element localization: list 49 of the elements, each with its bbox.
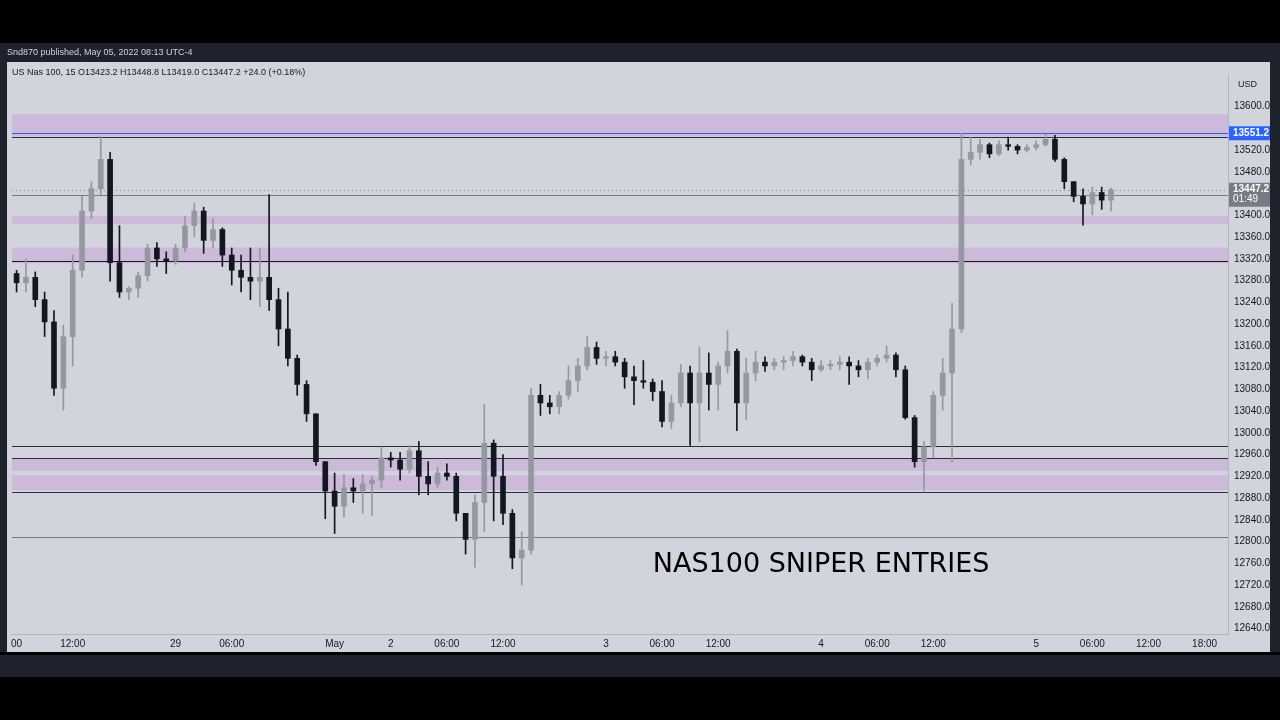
x-tick-label: 12:00 [920, 637, 947, 649]
y-tick-label: 13040.0 [1234, 404, 1271, 416]
x-tick-label: 12:00 [490, 637, 516, 649]
text: Snd870 published, May 05, 2022 08:13 UTC-4 [7, 47, 193, 58]
x-tick-label: 06:00 [649, 637, 675, 649]
x-tick-label: May [325, 637, 345, 649]
y-tick-label: 13280.0 [1234, 274, 1271, 286]
y-tick-label: 12760.0 [1234, 557, 1271, 569]
y-tick-label: 13160.0 [1234, 339, 1271, 351]
y-tick-label: 13600.0 [1234, 100, 1271, 112]
chart-subtitle: US Nas 100, 15 O13423.2 H13448.8 L13419.0 C13447.2 +24.0 (+0.18%) [12, 67, 306, 78]
x-tick-label: 3 [603, 637, 610, 649]
y-tick-label: 12840.0 [1234, 513, 1271, 525]
y-tick-label: 12680.0 [1234, 600, 1271, 612]
x-tick-label: 5 [1033, 637, 1040, 649]
ref-line-label: 13447.2 01:49 [1233, 183, 1270, 205]
x-tick-label: 06:00 [864, 637, 891, 649]
x-tick-label: 12:00 [705, 637, 732, 649]
x-tick-label: 12:00 [1135, 637, 1162, 649]
x-tick-label: 29 [170, 637, 182, 649]
y-tick-label: 13000.0 [1234, 426, 1271, 438]
y-tick-label: 13320.0 [1234, 252, 1271, 264]
y-tick-label: 13080.0 [1234, 383, 1271, 395]
y-tick-label: 12640.0 [1234, 622, 1271, 634]
y-tick-label: 12800.0 [1234, 535, 1271, 547]
candlestick [603, 350, 609, 367]
y-tick-label: 13200.0 [1234, 317, 1271, 329]
y-tick-label: 12880.0 [1234, 491, 1271, 503]
y-tick-label: 13120.0 [1234, 361, 1271, 373]
y-tick-label: 13400.0 [1234, 209, 1271, 221]
x-tick-label: 4 [818, 637, 825, 649]
y-axis-title: USD [1238, 79, 1258, 90]
x-tick-label: 06:00 [219, 637, 245, 649]
x-tick-label: 18:00 [1192, 637, 1218, 649]
x-tick-label: 2 [387, 637, 394, 649]
y-tick-label: 13520.0 [1234, 143, 1271, 155]
y-tick-label: 13480.0 [1234, 165, 1271, 177]
x-tick-label: 12:00 [60, 637, 86, 649]
x-tick-label: 06:00 [1079, 637, 1106, 649]
y-tick-label: 13240.0 [1234, 296, 1271, 308]
y-tick-label: 12720.0 [1234, 578, 1271, 590]
ref-line-label: 13551.2 [1233, 126, 1270, 138]
y-tick-label: 13360.0 [1234, 230, 1271, 242]
x-tick-label: 00 [11, 637, 23, 649]
candlestick [1005, 136, 1011, 151]
y-tick-label: 12960.0 [1234, 448, 1271, 460]
x-tick-label: 06:00 [434, 637, 460, 649]
text: NAS100 SNIPER ENTRIES [652, 547, 990, 579]
y-tick-label: 12920.0 [1234, 470, 1271, 482]
